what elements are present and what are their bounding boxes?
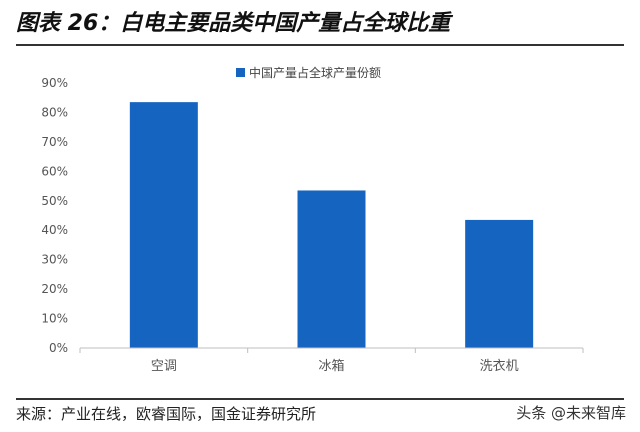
- y-tick-label: 40%: [41, 223, 68, 237]
- source-note: 来源：产业在线，欧睿国际，国金证券研究所: [16, 405, 317, 423]
- bars: [129, 102, 534, 348]
- y-tick-label: 10%: [41, 312, 68, 326]
- legend: 中国产量占全球产量份额: [236, 65, 381, 80]
- legend-swatch: [236, 68, 245, 77]
- x-category-label: 洗衣机: [480, 358, 519, 374]
- bar-chart: 中国产量占全球产量份额 0% 10% 20% 30% 40% 50% 60% 70% 80% 90…: [41, 65, 584, 374]
- bar-2: [465, 219, 534, 348]
- bar-0: [129, 102, 198, 348]
- y-tick-label: 30%: [41, 253, 68, 267]
- y-tick-label: 80%: [41, 105, 68, 119]
- y-tick-label: 90%: [41, 76, 68, 90]
- bar-1: [297, 190, 366, 348]
- y-tick-label: 70%: [41, 135, 68, 149]
- watermark: 头条 @未来智库: [516, 404, 626, 422]
- figure-title: 图表 26：白电主要品类中国产量占全球比重: [16, 11, 451, 36]
- x-category-label: 冰箱: [318, 358, 344, 374]
- y-tick-label: 20%: [41, 282, 68, 296]
- y-tick-label: 0%: [49, 341, 68, 355]
- title-rule: [16, 44, 624, 46]
- source-rule: [16, 398, 624, 400]
- y-tick-label: 50%: [41, 194, 68, 208]
- legend-label: 中国产量占全球产量份额: [249, 65, 381, 80]
- x-axis: 空调 冰箱 洗衣机: [79, 347, 584, 374]
- x-category-label: 空调: [151, 359, 177, 374]
- y-axis: 0% 10% 20% 30% 40% 50% 60% 70% 80% 90%: [41, 76, 68, 355]
- y-tick-label: 60%: [41, 164, 68, 178]
